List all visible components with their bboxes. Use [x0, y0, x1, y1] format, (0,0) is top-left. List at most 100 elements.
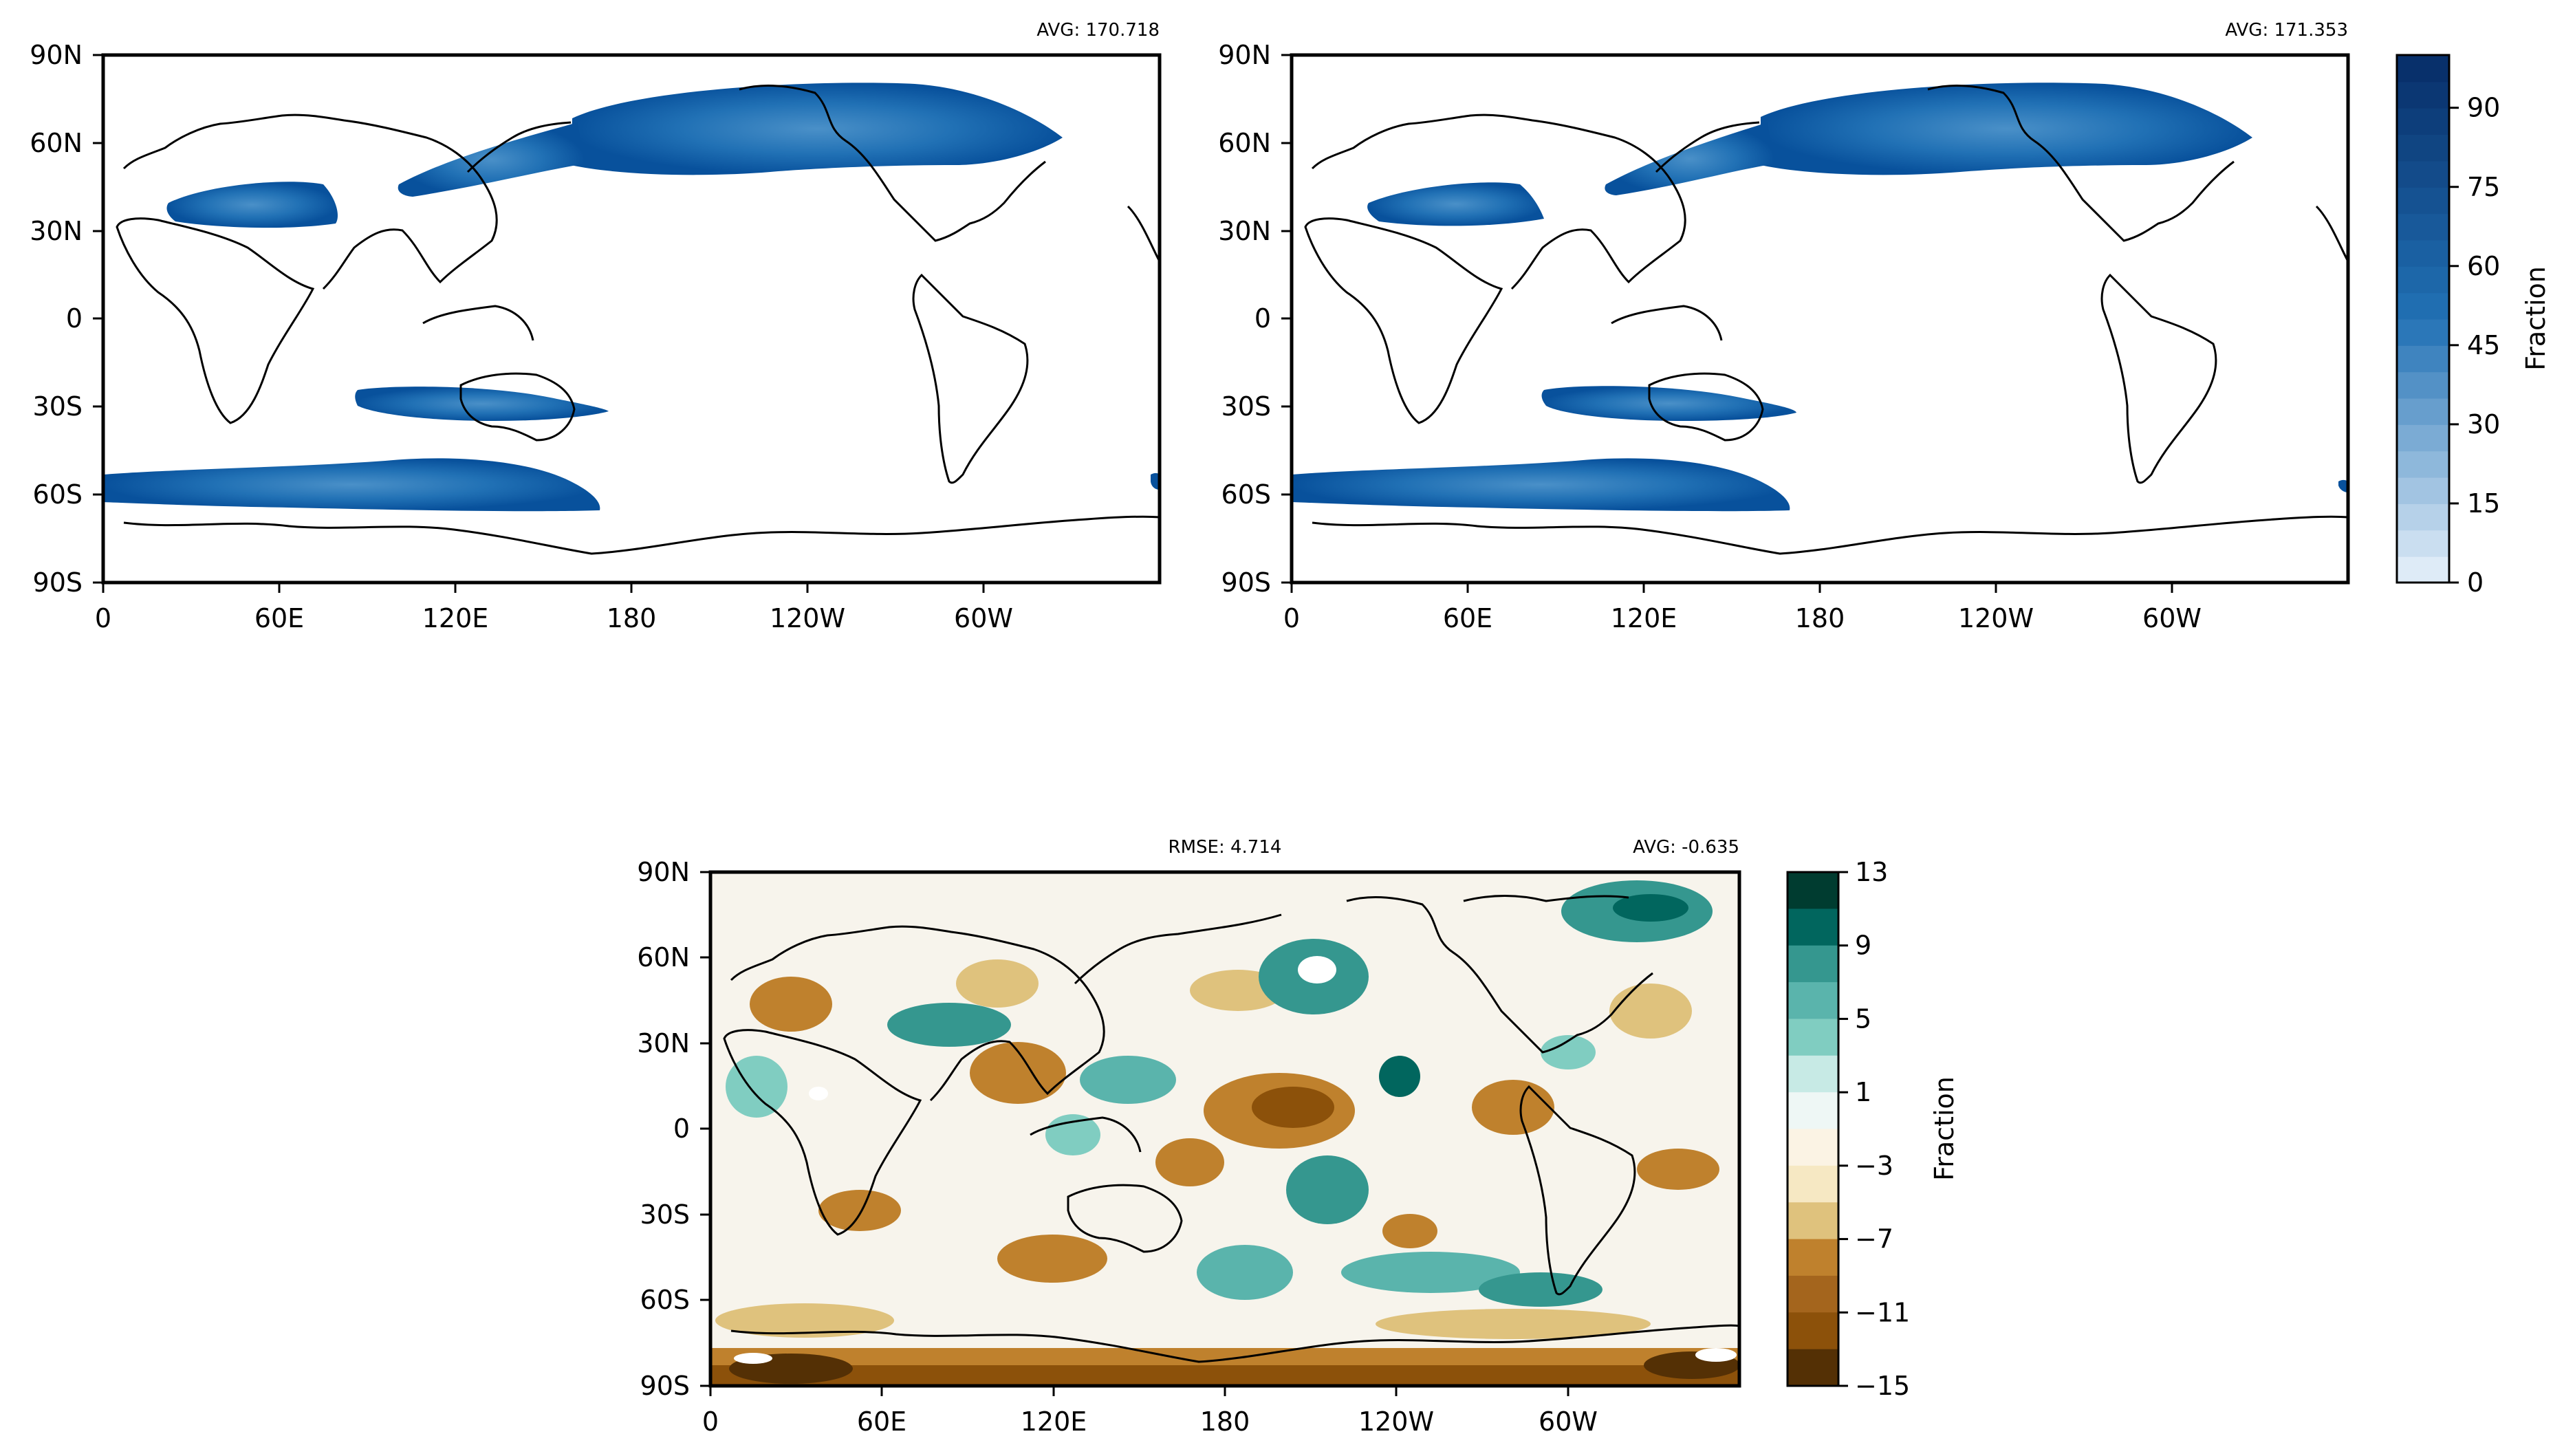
colorbar-bottom-cell: [1788, 1129, 1838, 1166]
tan-patch: [1376, 1309, 1651, 1339]
colorbar-top-tick-label: 60: [2467, 251, 2500, 281]
colorbar-top-cell: [2397, 160, 2449, 188]
avg-annotation: AVG: 171.353: [2225, 20, 2348, 41]
colorbar-bottom-cell: [1788, 1092, 1838, 1130]
colorbar-bottom-cell: [1788, 982, 1838, 1020]
x-tick-label: 0: [95, 603, 111, 633]
coastlines: [1304, 85, 2348, 555]
teal-patch: [1541, 1035, 1596, 1069]
colorbar-top-cell: [2397, 292, 2449, 320]
australia-band: [355, 387, 609, 421]
y-tick-label: 0: [673, 1113, 690, 1144]
blue-field: [1292, 83, 2348, 555]
colorbar-top-cell: [2397, 239, 2449, 267]
y-tick-label: 30S: [1221, 391, 1271, 422]
y-axis: 90N 60N 30N 0 30S 60S 90S: [30, 40, 103, 598]
colorbar-bottom-tick-label: −7: [1855, 1224, 1893, 1254]
x-axis: 0 60E 120E 180 120W 60W: [1283, 583, 2202, 633]
y-tick-label: 60N: [637, 942, 690, 973]
colorbar-bottom: 13 9 5 1 −3 −7 −11 −15 Fraction: [1786, 857, 1959, 1401]
southern-ocean-band: [1292, 458, 1790, 512]
colorbar-bottom-cell: [1788, 1055, 1838, 1094]
teal-patch: [726, 1056, 787, 1118]
y-tick-label: 90S: [33, 567, 83, 598]
blue-field: [103, 83, 1160, 555]
colorbar-top-cell: [2397, 81, 2449, 109]
colorbar-top-cell: [2397, 556, 2449, 583]
white-patch: [809, 1087, 828, 1100]
panel-top-left: AVG: 170.718 0 60E 120E 180 120W 60W 90N…: [30, 20, 1162, 633]
white-patch: [734, 1353, 772, 1364]
white-patch: [1298, 956, 1336, 984]
y-tick-label: 30N: [1218, 216, 1271, 246]
x-tick-label: 60E: [857, 1406, 906, 1437]
colorbar-bottom-frame: [1786, 871, 1840, 1387]
colorbar-top-cell: [2397, 424, 2449, 452]
colorbar-top-cell: [2397, 213, 2449, 241]
y-tick-label: 60S: [33, 479, 83, 510]
colorbar-top-cell: [2397, 318, 2449, 346]
x-tick-label: 0: [1283, 603, 1300, 633]
x-axis: 0 60E 120E 180 120W 60W: [702, 1386, 1598, 1437]
colorbar-top-tick-label: 90: [2467, 93, 2500, 123]
rmse-annotation: RMSE: 4.714: [1169, 837, 1282, 858]
avg-annotation: AVG: 170.718: [1036, 20, 1160, 41]
southern-ocean-band-edge: [2338, 479, 2348, 492]
colorbar-top-cell: [2397, 345, 2449, 373]
colorbar-bottom-tick-label: 5: [1855, 1003, 1871, 1034]
x-tick-label: 120W: [1358, 1406, 1434, 1437]
x-tick-label: 180: [1795, 603, 1845, 633]
x-tick-label: 60W: [954, 603, 1013, 633]
siberia-north-pacific-band: [398, 122, 585, 197]
colorbar-bottom-tick-label: −15: [1855, 1371, 1910, 1401]
colorbar-top-cell: [2397, 503, 2449, 531]
teal-patch: [1286, 1155, 1369, 1224]
colorbar-bottom-tick-label: −3: [1855, 1151, 1893, 1181]
coastlines: [116, 85, 1160, 555]
brown-patch: [997, 1235, 1107, 1283]
white-patch: [1695, 1348, 1737, 1362]
colorbar-top-cell: [2397, 398, 2449, 425]
difference-field: [710, 880, 1739, 1386]
colorbar-bottom-cell: [1788, 909, 1838, 946]
north-pacific-storm-track: [1761, 83, 2252, 175]
colorbar-top-cells: [2397, 55, 2449, 583]
colorbar-bottom-tick-label: −11: [1855, 1297, 1910, 1327]
colorbar-top-label: Fraction: [2521, 266, 2551, 371]
teal-patch: [1045, 1114, 1100, 1155]
colorbar-top-tick-label: 15: [2467, 488, 2500, 519]
colorbar-bottom-tick-label: 9: [1855, 931, 1871, 961]
teal-patch: [1080, 1056, 1176, 1104]
north-pacific-storm-track: [571, 83, 1063, 175]
x-tick-label: 120E: [422, 603, 489, 633]
mediterranean-middle-east: [166, 182, 338, 228]
x-tick-label: 60W: [1539, 1406, 1598, 1437]
y-tick-label: 30N: [637, 1028, 690, 1058]
brown-patch: [1472, 1080, 1554, 1135]
x-tick-label: 60E: [254, 603, 304, 633]
x-tick-label: 60E: [1443, 603, 1492, 633]
y-tick-label: 90N: [30, 40, 83, 70]
colorbar-top-tick-label: 30: [2467, 409, 2500, 439]
brown-patch: [1252, 1087, 1334, 1128]
x-tick-label: 0: [702, 1406, 719, 1437]
colorbar-top-cell: [2397, 55, 2449, 83]
colorbar-top-cell: [2397, 107, 2449, 135]
colorbar-bottom-cell: [1788, 1239, 1838, 1276]
x-tick-label: 180: [1200, 1406, 1250, 1437]
colorbar-top-cell: [2397, 134, 2449, 162]
colorbar-bottom-cell: [1788, 872, 1838, 910]
colorbar-top-cell: [2397, 477, 2449, 504]
colorbar-top-tick-label: 75: [2467, 172, 2500, 202]
colorbar-bottom-cell: [1788, 1019, 1838, 1056]
mediterranean-middle-east: [1367, 182, 1544, 226]
avg-annotation: AVG: -0.635: [1633, 837, 1739, 858]
y-tick-label: 0: [66, 303, 83, 334]
colorbar-top-cell: [2397, 371, 2449, 399]
colorbar-top: 0 15 30 45 60 75 90 Fraction: [2395, 54, 2551, 598]
colorbar-top-cell: [2397, 265, 2449, 294]
x-tick-label: 120E: [1021, 1406, 1087, 1437]
panel-bottom-center: RMSE: 4.714 AVG: -0.635 0 60E 120E 180 1…: [637, 837, 1741, 1437]
australia-band: [1541, 386, 1796, 421]
